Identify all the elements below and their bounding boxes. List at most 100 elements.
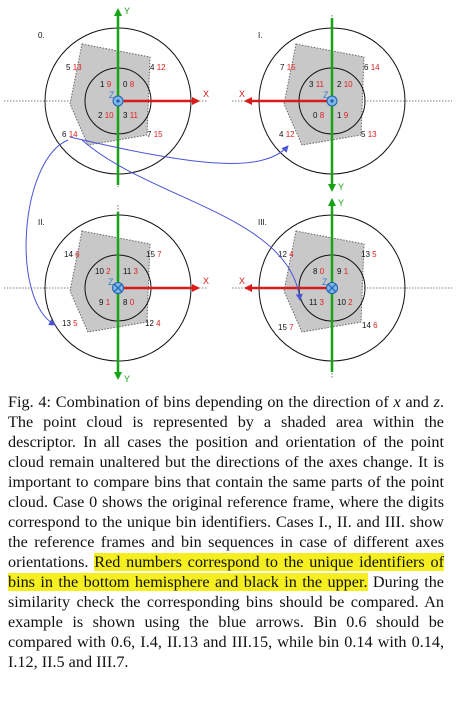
svg-text:12 4: 12 4 bbox=[278, 250, 294, 259]
bin-black: 2 bbox=[98, 111, 103, 120]
bin-red: 9 bbox=[344, 111, 349, 120]
bin-red: 6 bbox=[75, 250, 80, 259]
bin-black: 8 bbox=[313, 267, 318, 276]
figure-caption: Fig. 4: Combination of bins depending on… bbox=[8, 392, 444, 672]
bin-red: 7 bbox=[289, 323, 294, 332]
panel-case-II: II. Y X Z 10 2 11 3 9 1 8 0 14 6 15 bbox=[4, 205, 209, 384]
bin-red: 9 bbox=[107, 80, 112, 89]
svg-text:0 8: 0 8 bbox=[123, 80, 135, 89]
bin-red: 12 bbox=[286, 130, 295, 139]
figure-svg: 0. Y X Z 1 9 0 8 2 10 3 11 5 13 4 12 bbox=[4, 6, 452, 384]
inner-bin-labels: 8 0 9 1 11 3 10 2 bbox=[309, 267, 353, 307]
bin-black: 4 bbox=[279, 130, 284, 139]
inner-bin-labels: 1 9 0 8 2 10 3 11 bbox=[98, 80, 139, 120]
svg-text:4 12: 4 12 bbox=[150, 63, 166, 72]
svg-text:6 14: 6 14 bbox=[62, 130, 78, 139]
bin-black: 10 bbox=[95, 267, 104, 276]
bin-black: 9 bbox=[337, 267, 342, 276]
outer-bin-labels: 7 15 6 14 4 12 5 13 bbox=[279, 63, 380, 139]
bin-red: 1 bbox=[344, 267, 349, 276]
z-axis-label: Z bbox=[108, 277, 114, 287]
svg-text:3 11: 3 11 bbox=[123, 111, 139, 120]
svg-text:7 15: 7 15 bbox=[280, 63, 296, 72]
bin-black: 12 bbox=[278, 250, 287, 259]
bin-black: 6 bbox=[364, 63, 369, 72]
arrow-to-III-15 bbox=[81, 139, 303, 301]
svg-text:5 13: 5 13 bbox=[361, 130, 377, 139]
svg-text:11 3: 11 3 bbox=[309, 298, 325, 307]
bin-black: 5 bbox=[66, 63, 71, 72]
bin-black: 2 bbox=[337, 80, 342, 89]
bin-red: 15 bbox=[154, 130, 163, 139]
caption-lead: Fig. 4: Combination of bins depending on… bbox=[8, 393, 394, 411]
correspondence-arrows bbox=[25, 136, 303, 326]
svg-text:1 9: 1 9 bbox=[100, 80, 112, 89]
arrow-to-II-13 bbox=[25, 139, 69, 326]
bin-red: 8 bbox=[130, 80, 135, 89]
bin-red: 4 bbox=[156, 319, 161, 328]
case-label: 0. bbox=[38, 31, 45, 40]
bin-red: 10 bbox=[105, 111, 114, 120]
svg-text:6 14: 6 14 bbox=[364, 63, 380, 72]
bin-red: 15 bbox=[287, 63, 296, 72]
svg-text:2 10: 2 10 bbox=[337, 80, 353, 89]
z-axis-label: Z bbox=[323, 90, 329, 100]
bin-black: 12 bbox=[145, 319, 154, 328]
bin-red: 0 bbox=[130, 298, 135, 307]
case-label: III. bbox=[258, 218, 267, 227]
z-axis-label: Z bbox=[322, 277, 328, 287]
y-axis-label: Y bbox=[124, 374, 130, 384]
outer-bin-labels: 14 6 15 7 13 5 12 4 bbox=[62, 250, 162, 328]
bin-red: 5 bbox=[372, 250, 377, 259]
bin-red: 0 bbox=[320, 267, 325, 276]
bin-black: 15 bbox=[146, 250, 155, 259]
svg-text:8 0: 8 0 bbox=[123, 298, 135, 307]
svg-text:8 0: 8 0 bbox=[313, 267, 325, 276]
svg-text:15 7: 15 7 bbox=[146, 250, 162, 259]
bin-black: 0 bbox=[123, 80, 128, 89]
bin-black: 3 bbox=[123, 111, 128, 120]
y-axis-label: Y bbox=[338, 182, 344, 192]
svg-text:14 6: 14 6 bbox=[362, 321, 378, 330]
bin-red: 5 bbox=[73, 319, 78, 328]
bin-black: 1 bbox=[100, 80, 105, 89]
bin-red: 6 bbox=[373, 321, 378, 330]
svg-text:10 2: 10 2 bbox=[337, 298, 353, 307]
bin-red: 3 bbox=[134, 267, 139, 276]
panel-case-0: 0. Y X Z 1 9 0 8 2 10 3 11 5 13 4 12 bbox=[4, 6, 209, 187]
bin-red: 2 bbox=[106, 267, 111, 276]
svg-text:9 1: 9 1 bbox=[99, 298, 111, 307]
svg-text:11 3: 11 3 bbox=[123, 267, 139, 276]
x-axis-label: X bbox=[239, 89, 245, 99]
caption-body-2: During the similarity check the correspo… bbox=[8, 573, 444, 671]
svg-text:15 7: 15 7 bbox=[278, 323, 294, 332]
bin-black: 9 bbox=[99, 298, 104, 307]
inner-bin-labels: 3 11 2 10 0 8 1 9 bbox=[309, 80, 353, 120]
bin-red: 11 bbox=[316, 80, 325, 89]
bin-black: 3 bbox=[309, 80, 314, 89]
panel-case-III: III. Y X Z 8 0 9 1 11 3 10 2 12 4 1 bbox=[232, 198, 452, 378]
bin-black: 15 bbox=[278, 323, 287, 332]
panel-case-I: I. Y X Z 3 11 2 10 0 8 1 9 7 15 6 14 bbox=[232, 15, 452, 192]
bin-black: 14 bbox=[362, 321, 371, 330]
bin-black: 11 bbox=[309, 298, 318, 307]
inner-bin-labels: 10 2 11 3 9 1 8 0 bbox=[95, 267, 139, 307]
y-axis-label: Y bbox=[338, 198, 344, 208]
svg-text:13 5: 13 5 bbox=[62, 319, 78, 328]
bin-red: 13 bbox=[368, 130, 377, 139]
svg-text:13 5: 13 5 bbox=[361, 250, 377, 259]
bin-red: 14 bbox=[371, 63, 380, 72]
bin-black: 7 bbox=[147, 130, 152, 139]
svg-text:0 8: 0 8 bbox=[313, 111, 325, 120]
svg-text:1 9: 1 9 bbox=[337, 111, 349, 120]
case-label: I. bbox=[258, 31, 262, 40]
svg-text:5 13: 5 13 bbox=[66, 63, 82, 72]
svg-text:12 4: 12 4 bbox=[145, 319, 161, 328]
bin-red: 8 bbox=[320, 111, 325, 120]
bin-red: 13 bbox=[73, 63, 82, 72]
bin-red: 7 bbox=[157, 250, 162, 259]
bin-black: 13 bbox=[361, 250, 370, 259]
bin-red: 10 bbox=[344, 80, 353, 89]
bin-black: 5 bbox=[361, 130, 366, 139]
bin-black: 7 bbox=[280, 63, 285, 72]
